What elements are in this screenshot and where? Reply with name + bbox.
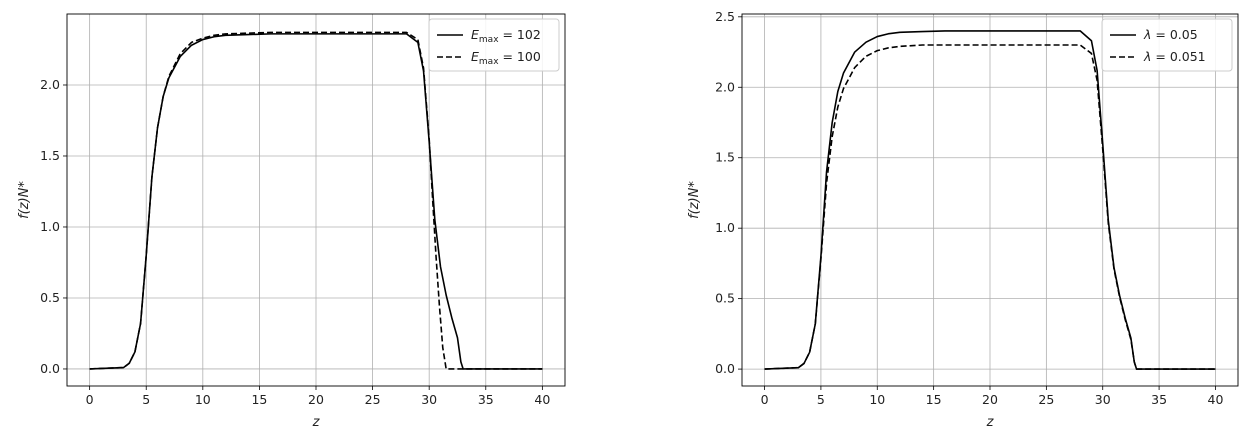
- legend-label: Emax = 102: [471, 27, 541, 45]
- y-tick-label: 2.5: [715, 9, 735, 24]
- x-tick-label: 0: [761, 392, 769, 407]
- x-axis-label: z: [312, 415, 321, 429]
- x-tick-label: 25: [365, 392, 381, 407]
- y-tick-label: 1.5: [715, 150, 735, 165]
- x-tick-label: 20: [982, 392, 998, 407]
- y-tick-label: 0.0: [40, 361, 60, 376]
- x-tick-label: 10: [869, 392, 885, 407]
- series-line-1: [764, 30, 1216, 370]
- y-tick-label: 2.0: [715, 79, 735, 94]
- legend-label: λ = 0.051: [1143, 49, 1206, 64]
- legend-box: [428, 18, 560, 72]
- y-tick-label: 0.5: [40, 290, 60, 305]
- x-tick-label: 40: [534, 392, 550, 407]
- y-tick-label: 0.5: [715, 291, 735, 306]
- legend-label: λ = 0.05: [1143, 27, 1198, 42]
- x-tick-label: 15: [926, 392, 942, 407]
- legend-label: Emax = 100: [471, 49, 541, 67]
- x-tick-label: 15: [251, 392, 267, 407]
- series-line-1: [89, 33, 543, 370]
- y-tick-label: 2.0: [40, 77, 60, 92]
- legend-box: [1101, 18, 1233, 72]
- y-tick-label: 1.5: [40, 148, 60, 163]
- x-axis-label: z: [986, 415, 995, 429]
- x-tick-label: 5: [817, 392, 825, 407]
- x-tick-label: 30: [1095, 392, 1111, 407]
- x-tick-label: 25: [1038, 392, 1054, 407]
- chart-2: 0 5 10 15 20 25 30 35 40 0.0 0.5 1.0 1.5 2.0 2.5 z f(z)N…: [687, 9, 1239, 430]
- y-axis-label: f(z)N*: [17, 181, 32, 219]
- x-tick-label: 35: [478, 392, 494, 407]
- y-tick-label: 1.0: [40, 219, 60, 234]
- y-tick-label: 0.0: [715, 361, 735, 376]
- x-tick-label: 0: [86, 392, 94, 407]
- x-tick-label: 5: [142, 392, 150, 407]
- y-axis-label: f(z)N*: [687, 181, 702, 219]
- y-tick-label: 1.0: [715, 220, 735, 235]
- x-tick-label: 20: [308, 392, 324, 407]
- legend: Emax = 102 Emax = 100: [428, 18, 560, 72]
- legend: λ = 0.05 λ = 0.051: [1101, 18, 1233, 72]
- series-line-2: [764, 44, 1216, 370]
- x-tick-label: 10: [195, 392, 211, 407]
- series-line-2: [89, 31, 543, 370]
- x-tick-label: 35: [1151, 392, 1167, 407]
- x-tick-label: 40: [1208, 392, 1224, 407]
- chart-1: 0 5 10 15 20 25 30 35 40 0.0 0.5 1.0 1.5 2.0 z f(z)N* Em…: [17, 13, 566, 430]
- x-tick-label: 30: [421, 392, 437, 407]
